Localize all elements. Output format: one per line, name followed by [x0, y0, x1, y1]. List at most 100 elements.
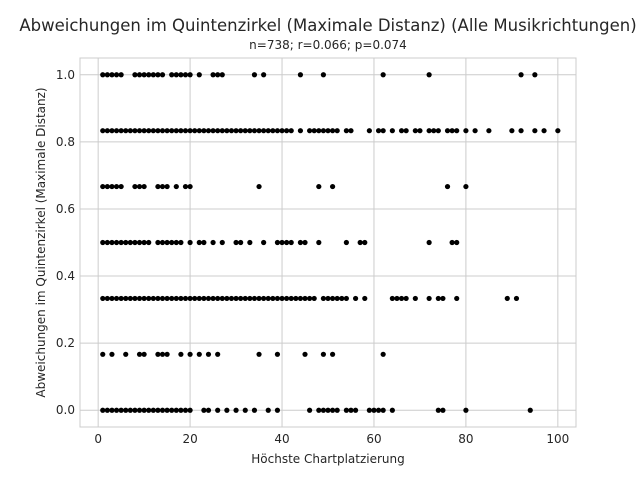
scatter-point: [155, 407, 161, 413]
scatter-point: [242, 407, 248, 413]
scatter-point: [210, 239, 216, 246]
scatter-point: [256, 183, 262, 190]
scatter-point: [159, 128, 166, 134]
scatter-point: [169, 128, 175, 134]
scatter-point: [146, 72, 152, 78]
scatter-point: [100, 183, 106, 190]
scatter-point: [238, 128, 244, 134]
x-tick-label: 40: [274, 432, 289, 446]
data-points: [100, 72, 561, 413]
scatter-point: [348, 128, 354, 134]
scatter-point: [196, 239, 202, 246]
scatter-point: [242, 128, 248, 134]
scatter-point: [155, 72, 161, 78]
scatter-point: [104, 295, 110, 302]
scatter-point: [173, 72, 179, 78]
scatter-point: [375, 407, 382, 413]
scatter-point: [146, 239, 152, 246]
scatter-point: [357, 239, 363, 246]
scatter-point: [343, 295, 349, 302]
scatter-point: [109, 72, 115, 78]
scatter-point: [196, 295, 202, 302]
scatter-point: [444, 183, 451, 190]
scatter-point: [389, 128, 395, 134]
scatter-point: [316, 183, 322, 190]
scatter-point: [118, 239, 124, 246]
scatter-point: [261, 128, 267, 134]
scatter-point: [136, 128, 143, 134]
scatter-point: [164, 407, 170, 413]
scatter-point: [100, 128, 106, 134]
scatter-point: [169, 72, 175, 78]
scatter-point: [123, 407, 129, 413]
scatter-point: [155, 351, 161, 357]
scatter-point: [256, 295, 262, 302]
scatter-point: [169, 295, 175, 302]
scatter-point: [182, 128, 189, 134]
scatter-point: [307, 407, 313, 413]
scatter-point: [366, 407, 372, 413]
plot-frame: [79, 57, 577, 428]
scatter-point: [192, 128, 198, 134]
scatter-point: [233, 407, 239, 413]
scatter-point: [123, 351, 129, 357]
scatter-point: [389, 295, 395, 302]
scatter-point: [182, 295, 189, 302]
scatter-point: [150, 295, 156, 302]
scatter-point: [173, 407, 179, 413]
chart-subtitle: n=738; r=0.066; p=0.074: [249, 38, 407, 52]
scatter-point: [146, 295, 152, 302]
scatter-point: [261, 72, 267, 78]
scatter-point: [150, 128, 156, 134]
scatter-point: [256, 351, 262, 357]
scatter-point: [518, 128, 524, 134]
scatter-point: [141, 351, 147, 357]
scatter-point: [159, 239, 166, 246]
scatter-point: [270, 128, 276, 134]
scatter-point: [187, 407, 193, 413]
scatter-point: [155, 295, 161, 302]
scatter-point: [178, 295, 184, 302]
scatter-point: [224, 295, 230, 302]
scatter-point: [118, 128, 124, 134]
scatter-point: [132, 128, 138, 134]
scatter-point: [320, 128, 327, 134]
scatter-point: [136, 72, 143, 78]
scatter-point: [307, 128, 313, 134]
scatter-point: [178, 407, 184, 413]
scatter-point: [394, 295, 400, 302]
chart-title: Abweichungen im Quintenzirkel (Maximale …: [19, 16, 636, 35]
scatter-point: [159, 183, 166, 190]
x-tick-label: 60: [366, 432, 381, 446]
scatter-point: [210, 128, 216, 134]
scatter-point: [380, 407, 386, 413]
scatter-point: [325, 295, 331, 302]
scatter-point: [288, 128, 294, 134]
scatter-point: [284, 239, 290, 246]
scatter-point: [274, 407, 281, 413]
scatter-point: [325, 407, 331, 413]
scatter-point: [159, 407, 166, 413]
scatter-point: [435, 128, 441, 134]
scatter-point: [435, 407, 441, 413]
scatter-point: [334, 295, 340, 302]
scatter-point: [100, 351, 106, 357]
scatter-point: [320, 72, 327, 78]
scatter-point: [150, 72, 156, 78]
scatter-point: [164, 351, 170, 357]
scatter-point: [109, 407, 115, 413]
scatter-point: [196, 351, 202, 357]
scatter-point: [123, 295, 129, 302]
scatter-point: [274, 128, 281, 134]
scatter-point: [187, 351, 193, 357]
scatter-point: [201, 295, 207, 302]
scatter-point: [380, 128, 386, 134]
scatter-point: [329, 183, 336, 190]
scatter-point: [247, 239, 253, 246]
scatter-point: [320, 295, 327, 302]
scatter-point: [251, 128, 258, 134]
scatter-point: [352, 295, 359, 302]
scatter-point: [320, 351, 327, 357]
scatter-point: [403, 128, 409, 134]
scatter-point: [541, 128, 547, 134]
